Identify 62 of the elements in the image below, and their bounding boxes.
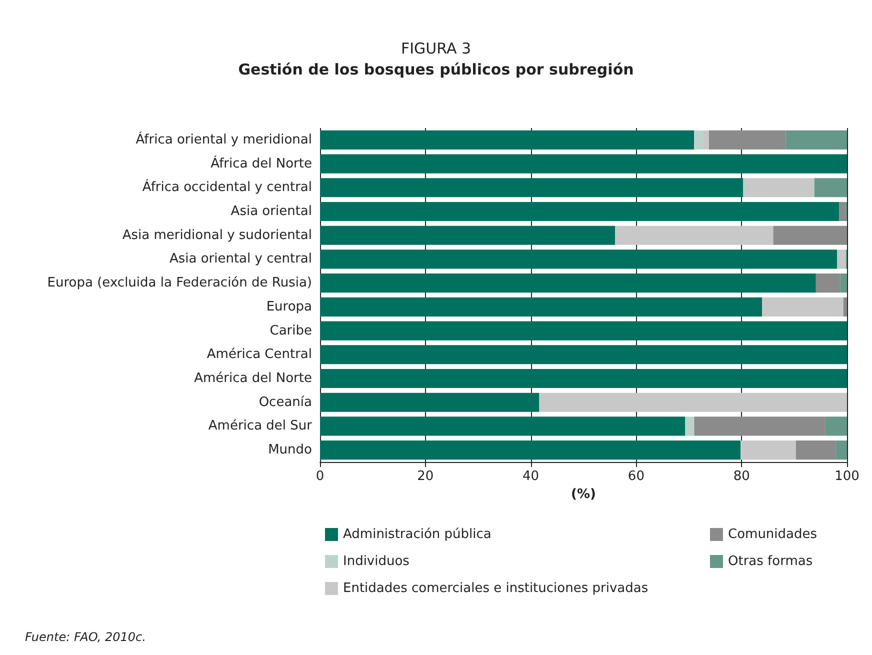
bar [816, 274, 840, 293]
bar [843, 297, 847, 316]
source-note: Fuente: FAO, 2010c. [25, 630, 146, 644]
x-tick-label: 80 [733, 469, 750, 484]
bar [743, 178, 814, 198]
bar [320, 130, 694, 150]
chart-title: FIGURA 3 [400, 40, 472, 58]
bar [786, 130, 847, 150]
bar [320, 297, 762, 316]
bar [320, 274, 816, 293]
bar [320, 440, 741, 460]
bar [836, 250, 846, 269]
bar [615, 226, 774, 245]
bar [773, 226, 847, 245]
y-tick-label: Europa (excluida la Federación de Rusia) [47, 276, 312, 291]
y-tick-label: Oceanía [258, 394, 312, 410]
bar [840, 274, 847, 293]
legend-label: Entidades comerciales e instituciones privadas [343, 581, 648, 596]
y-tick-label: América del Norte [194, 371, 312, 386]
y-tick-label: Mundo [268, 442, 312, 458]
bar [796, 440, 836, 460]
x-tick-label: 20 [417, 469, 434, 484]
chart-subtitle: Gestión de los bosques públicos por subregión [238, 60, 634, 78]
bar [839, 202, 846, 222]
x-tick-label: 40 [522, 469, 540, 484]
bar [708, 130, 786, 150]
bar [694, 416, 826, 436]
bar [320, 178, 744, 198]
legend-label: Individuos [343, 554, 410, 569]
bar [762, 297, 844, 316]
bar [320, 321, 847, 340]
bar [539, 392, 847, 412]
bar [320, 226, 616, 245]
y-tick-label: Asia oriental [230, 204, 312, 219]
bar [814, 178, 847, 198]
bar [320, 416, 686, 436]
bar [320, 368, 847, 388]
bar [836, 440, 847, 460]
bar [825, 416, 847, 436]
y-tick-label: Caribe [270, 323, 312, 338]
bar [320, 250, 837, 269]
y-tick-label: África del Norte [210, 154, 312, 172]
bar [320, 345, 847, 364]
y-tick-label: África oriental y meridional [136, 130, 312, 148]
x-tick-label: 100 [834, 469, 860, 484]
y-tick-label: África occidental y central [142, 178, 312, 196]
bar [320, 154, 847, 174]
legend-label: Otras formas [728, 554, 813, 569]
y-tick-label: Europa [266, 299, 312, 314]
y-tick-label: América del Sur [208, 418, 313, 434]
bar [320, 392, 540, 412]
x-tick-label: 60 [628, 469, 644, 484]
y-tick-label: Asia oriental y central [169, 252, 312, 267]
x-tick-label: 0 [316, 469, 324, 484]
y-tick-label: Asia meridional y sudoriental [122, 228, 312, 243]
x-axis-title: (%) [571, 486, 596, 502]
bar [685, 416, 694, 436]
y-tick-label: América Central [206, 347, 312, 362]
bar [320, 202, 840, 222]
bar [740, 440, 796, 460]
legend-label: Comunidades [728, 527, 818, 542]
legend-label: Administración pública [343, 527, 492, 542]
